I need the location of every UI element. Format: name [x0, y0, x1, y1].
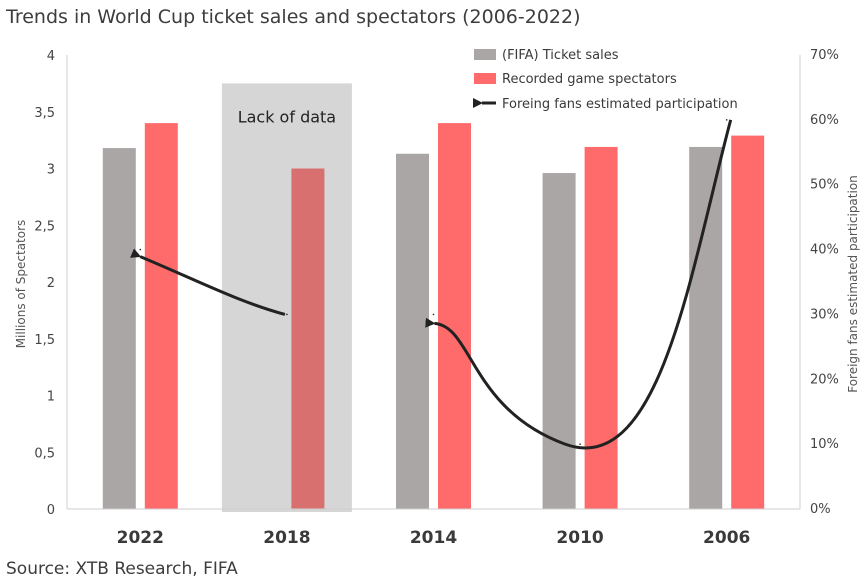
chart-title: Trends in World Cup ticket sales and spe…: [6, 6, 581, 28]
source-note: Source: XTB Research, FIFA: [6, 559, 238, 579]
y-tick-label: 2,5: [34, 219, 55, 234]
participation-point-2018: [286, 313, 288, 316]
y-tick-label: 3: [47, 163, 55, 178]
bar-spectators-2014: [438, 123, 471, 509]
bar-ticket-sales-2006: [689, 146, 723, 509]
participation-line-2006-2014: [425, 119, 733, 450]
legend-label-1: Recorded game spectators: [502, 72, 677, 87]
y2-tick-label: 30%: [810, 307, 839, 322]
y2-tick-label: 0%: [810, 502, 831, 517]
y-tick-label: 2: [47, 276, 55, 291]
bar-spectators-2018: [291, 168, 325, 509]
participation-line-2018-2022: [130, 248, 286, 316]
participation-point-2022: [139, 248, 142, 251]
y-tick-label: 3,5: [34, 106, 55, 121]
participation-point-2010: [579, 443, 581, 445]
y2-axis-title: Foreign fans estimated participation: [846, 175, 860, 393]
bar-ticket-sales-2022: [102, 148, 136, 509]
legend-label-0: (FIFA) Ticket sales: [502, 48, 619, 63]
y-tick-label: 4: [47, 49, 55, 64]
x-tick-label-2018: 2018: [263, 528, 310, 548]
y2-tick-label: 70%: [810, 48, 839, 63]
y-tick-label: 0: [47, 503, 55, 518]
legend-swatch-spectators: [474, 73, 496, 84]
bar-spectators-2006: [731, 135, 765, 509]
legend-label-2: Foreing fans estimated participation: [502, 97, 738, 112]
y2-tick-label: 60%: [810, 113, 839, 128]
y-tick-label: 0,5: [34, 446, 55, 461]
bar-spectators-2010: [584, 146, 618, 509]
y2-tick-label: 10%: [810, 437, 839, 452]
x-tick-label-2006: 2006: [703, 528, 750, 548]
bar-ticket-sales-2014: [396, 153, 429, 509]
legend-swatch-ticket-sales: [474, 49, 496, 60]
y-tick-label: 1,5: [34, 333, 55, 348]
y2-tick-label: 40%: [810, 243, 839, 258]
no-data-region: [221, 83, 352, 512]
x-tick-label-2022: 2022: [117, 528, 164, 548]
y-axis-title: Millions of Spectators: [14, 220, 28, 349]
participation-point-2006: [725, 119, 728, 121]
x-tick-label-2014: 2014: [410, 528, 457, 548]
y2-tick-label: 20%: [810, 372, 839, 387]
participation-point-2014: [432, 313, 435, 316]
y2-tick-label: 50%: [810, 178, 839, 193]
bar-spectators-2022: [144, 123, 178, 509]
y-tick-label: 1: [47, 390, 55, 405]
x-tick-label-2010: 2010: [556, 528, 603, 548]
bar-ticket-sales-2010: [542, 173, 576, 510]
no-data-label: Lack of data: [238, 107, 336, 126]
